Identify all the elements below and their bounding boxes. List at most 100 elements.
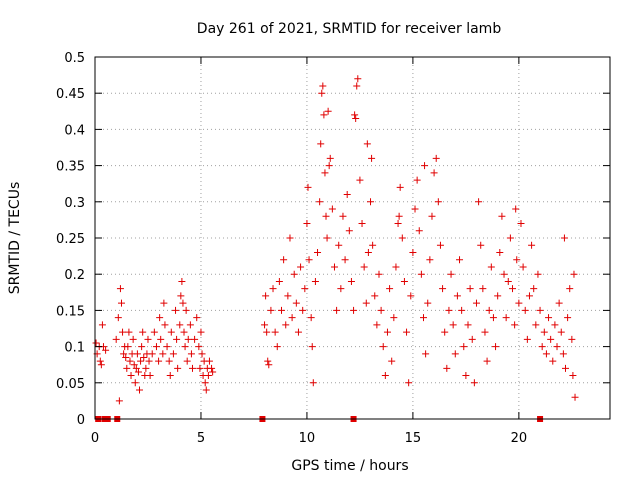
data-point — [504, 277, 512, 285]
data-point — [117, 299, 125, 307]
data-point — [424, 299, 432, 307]
data-point — [267, 306, 275, 314]
data-point — [500, 270, 508, 278]
data-point — [395, 212, 403, 220]
data-point — [330, 263, 338, 271]
data-point — [303, 220, 311, 228]
x-tick-label: 10 — [299, 431, 316, 446]
y-axis-label: SRMTID / TECUs — [7, 182, 23, 295]
data-point — [525, 292, 533, 300]
data-point — [536, 306, 544, 314]
data-point — [178, 277, 186, 285]
data-point — [176, 321, 184, 329]
data-point — [396, 183, 404, 191]
data-point — [341, 256, 349, 264]
data-point — [441, 328, 449, 336]
data-point — [528, 241, 536, 249]
data-point — [398, 234, 406, 242]
data-point — [262, 292, 270, 300]
data-point — [337, 285, 345, 293]
data-point — [470, 379, 478, 387]
data-point — [288, 314, 296, 322]
data-point — [161, 321, 169, 329]
data-point — [392, 263, 400, 271]
data-point — [421, 162, 429, 170]
data-point — [201, 379, 209, 387]
x-tick-label: 20 — [511, 431, 528, 446]
data-point — [209, 368, 217, 376]
data-point — [511, 321, 519, 329]
data-point — [169, 350, 177, 358]
data-point — [532, 321, 540, 329]
data-point — [458, 306, 466, 314]
data-point — [360, 263, 368, 271]
data-point — [351, 111, 359, 119]
y-tick-label: 0.35 — [56, 160, 85, 175]
data-point — [301, 285, 309, 293]
data-point — [343, 191, 351, 199]
data-point — [265, 361, 273, 369]
y-tick-label: 0.2 — [64, 268, 85, 283]
data-point — [456, 256, 464, 264]
data-point — [297, 263, 305, 271]
data-point — [460, 343, 468, 351]
data-point — [311, 277, 319, 285]
data-point — [319, 82, 327, 90]
data-point — [130, 361, 138, 369]
data-point — [339, 212, 347, 220]
data-point — [487, 263, 495, 271]
data-point — [136, 386, 144, 394]
data-point — [304, 183, 312, 191]
data-point — [193, 314, 201, 322]
data-point — [145, 357, 153, 365]
data-point — [273, 343, 281, 351]
data-point — [517, 220, 525, 228]
y-tick-label: 0.15 — [56, 304, 85, 319]
data-point — [466, 285, 474, 293]
data-point — [413, 176, 421, 184]
data-point — [137, 357, 145, 365]
data-point — [462, 372, 470, 380]
data-point — [152, 343, 160, 351]
data-point — [422, 350, 430, 358]
data-point — [294, 328, 302, 336]
x-axis-label: GPS time / hours — [291, 458, 408, 474]
data-point — [564, 314, 572, 322]
data-point — [367, 198, 375, 206]
data-point — [124, 343, 132, 351]
data-point — [417, 270, 425, 278]
data-point — [538, 343, 546, 351]
data-point — [512, 205, 520, 213]
data-point — [318, 89, 326, 97]
data-point — [122, 353, 130, 361]
data-point — [358, 220, 366, 228]
y-tick-label: 0.4 — [64, 123, 85, 138]
data-point — [479, 285, 487, 293]
data-point — [139, 328, 147, 336]
data-point — [284, 292, 292, 300]
data-point — [559, 350, 567, 358]
data-point — [317, 140, 325, 148]
data-point — [534, 270, 542, 278]
data-point — [181, 343, 189, 351]
data-point — [363, 140, 371, 148]
data-point — [481, 328, 489, 336]
x-tick-label: 0 — [91, 431, 99, 446]
data-point — [132, 364, 140, 372]
data-point — [138, 343, 146, 351]
data-point — [182, 306, 190, 314]
data-point — [321, 169, 329, 177]
data-point — [523, 335, 531, 343]
data-point — [167, 328, 175, 336]
data-point — [205, 357, 213, 365]
data-point — [509, 285, 517, 293]
data-point — [388, 357, 396, 365]
data-point — [275, 277, 283, 285]
data-point — [102, 346, 110, 354]
y-tick-label: 0.5 — [64, 51, 85, 66]
data-point — [451, 350, 459, 358]
data-point — [191, 335, 199, 343]
data-point — [208, 364, 216, 372]
data-point — [375, 270, 383, 278]
data-point — [278, 306, 286, 314]
